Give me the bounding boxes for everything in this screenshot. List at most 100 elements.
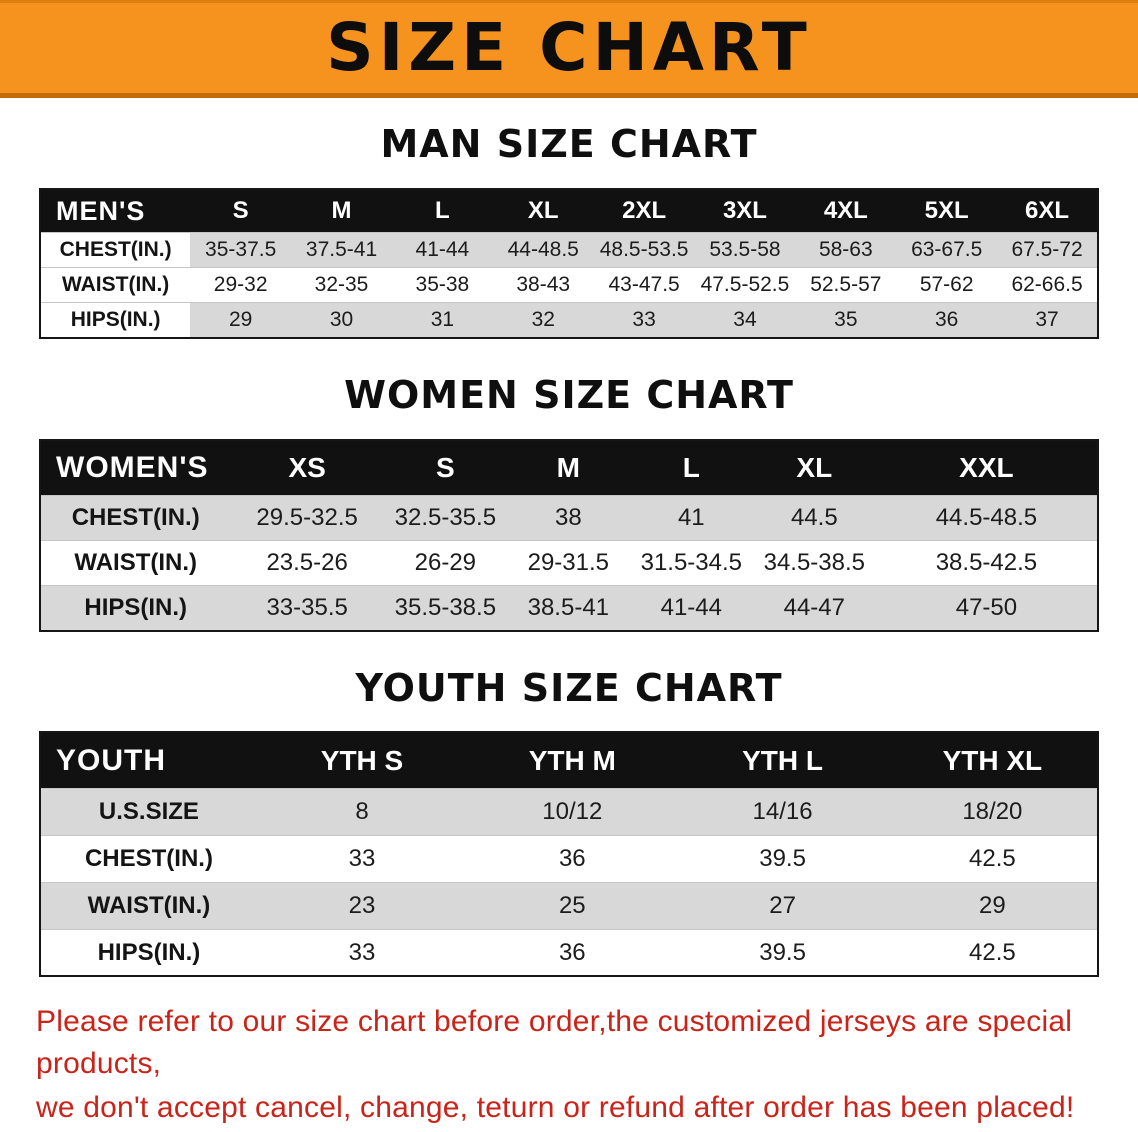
size-value-cell: 31.5-34.5 [640,549,743,577]
size-value-cell: 25 [558,891,586,919]
column-header: 2XL [593,188,695,233]
table-corner-label: MEN'S [40,188,191,233]
column-header: YTH S [256,732,468,789]
column-header: XXL [875,439,1098,496]
size-value-cell: 33-35.5 [266,593,348,621]
size-value-cell: 58-63 [818,238,873,262]
size-value-cell: 67.5-72 [1011,238,1083,262]
row-label: U.S.SIZE [98,797,199,825]
size-value-cell: 39.5 [759,844,806,872]
size-value-cell: 34.5-38.5 [763,549,866,577]
size-value-cell: 33 [348,844,376,872]
banner: SIZE CHART [0,0,1138,98]
size-value-cell: 52.5-57 [810,273,882,297]
disclaimer-line-2: we don't accept cancel, change, teturn o… [36,1091,1075,1125]
table-row: HIPS(IN.) 33 36 39.5 42.5 [40,929,1098,977]
column-header: M [291,188,392,233]
size-value-cell: 36 [935,308,959,332]
size-value-cell: 38.5-41 [527,593,610,621]
table-row: WAIST(IN.) 23 25 27 29 [40,882,1098,930]
size-value-cell: 18/20 [962,797,1023,825]
size-value-cell: 35-38 [415,273,470,297]
size-value-cell: 41-44 [660,593,722,621]
table-row: CHEST(IN.) 33 36 39.5 42.5 [40,835,1098,883]
column-header: YTH L [677,732,888,789]
size-value-cell: 32.5-35.5 [394,504,497,532]
column-header: 4XL [795,188,897,233]
size-value-cell: 39.5 [759,938,806,966]
size-value-cell: 43-47.5 [608,273,680,297]
size-value-cell: 32-35 [314,273,369,297]
women-size-table: WOMEN'S XS S M L XL XXL CHEST(IN.) 29.5-32.5 32.5… [39,438,1099,632]
column-header: L [629,439,753,496]
table-corner-label: WOMEN'S [40,439,231,496]
column-header: S [383,439,507,496]
row-label: WAIST(IN.) [87,891,211,919]
size-value-cell: 23.5-26 [266,549,348,577]
row-label: WAIST(IN.) [74,549,198,577]
size-value-cell: 26-29 [414,549,477,577]
size-value-cell: 44-48.5 [507,238,579,262]
size-value-cell: 35.5-38.5 [394,593,497,621]
size-value-cell: 36 [558,938,586,966]
size-value-cell: 27 [769,891,796,919]
men-size-section: MAN SIZE CHART MEN'S S M L XL 2XL 3XL 4XL 5XL 6XL… [0,122,1138,339]
size-value-cell: 8 [355,797,369,825]
table-header-row: MEN'S S M L XL 2XL 3XL 4XL 5XL 6XL [40,188,1098,233]
size-value-cell: 37.5-41 [305,238,378,262]
table-row: CHEST(IN.) 35-37.5 37.5-41 41-44 44-48.5 48.5… [40,232,1098,268]
size-value-cell: 14/16 [752,797,813,825]
women-size-section: WOMEN SIZE CHART WOMEN'S XS S M L XL XXL CHEST(… [0,372,1138,632]
size-value-cell: 33 [632,308,656,332]
column-header: 3XL [694,188,796,233]
size-value-cell: 32 [531,308,555,332]
row-label: HIPS(IN.) [97,938,201,966]
size-value-cell: 10/12 [542,797,603,825]
size-value-cell: 44.5-48.5 [935,504,1038,532]
size-value-cell: 44-47 [783,593,845,621]
size-value-cell: 29-32 [213,273,268,297]
column-header: L [391,188,493,233]
table-header-row: WOMEN'S XS S M L XL XXL [40,439,1098,496]
size-value-cell: 63-67.5 [911,238,983,262]
column-header: XS [230,439,384,496]
size-value-cell: 47-50 [955,593,1018,621]
size-value-cell: 38.5-42.5 [935,549,1038,577]
size-value-cell: 35-37.5 [205,238,277,262]
row-label: CHEST(IN.) [84,844,213,872]
size-value-cell: 38 [554,504,582,532]
table-row: CHEST(IN.) 29.5-32.5 32.5-35.5 38 41 44.5 44.5… [40,495,1098,541]
size-value-cell: 41 [677,504,705,532]
size-value-cell: 35 [834,308,858,332]
table-row: HIPS(IN.) 29 30 31 32 33 34 35 36 37 [40,302,1098,338]
table-row: WAIST(IN.) 23.5-26 26-29 29-31.5 31.5-34.5 34… [40,540,1098,586]
size-value-cell: 33 [348,938,376,966]
size-value-cell: 47.5-52.5 [700,273,790,297]
size-value-cell: 29-31.5 [527,549,610,577]
size-value-cell: 41-44 [415,238,470,262]
women-section-heading: WOMEN SIZE CHART [344,372,794,417]
size-value-cell: 29.5-32.5 [256,504,358,532]
men-section-heading: MAN SIZE CHART [380,122,758,166]
size-value-cell: 48.5-53.5 [599,238,689,262]
disclaimer-line-1: Please refer to our size chart before or… [36,1005,1073,1081]
size-value-cell: 57-62 [919,273,974,297]
size-value-cell: 53.5-58 [709,238,781,262]
size-value-cell: 37 [1035,308,1059,332]
youth-section-heading: YOUTH SIZE CHART [355,665,783,710]
size-value-cell: 36 [558,844,586,872]
size-value-cell: 42.5 [969,938,1016,966]
size-value-cell: 29 [228,308,253,332]
row-label: HIPS(IN.) [40,302,191,338]
size-value-cell: 29 [979,891,1006,919]
size-value-cell: 34 [733,308,757,332]
table-row: U.S.SIZE 8 10/12 14/16 18/20 [40,788,1098,836]
column-header: 5XL [896,188,998,233]
youth-size-section: YOUTH SIZE CHART YOUTH YTH S YTH M YTH L YTH… [0,665,1138,978]
column-header: S [190,188,292,233]
size-value-cell: 38-43 [516,273,571,297]
size-value-cell: 30 [329,308,354,332]
size-value-cell: 62-66.5 [1011,273,1083,297]
column-header: XL [752,439,876,496]
